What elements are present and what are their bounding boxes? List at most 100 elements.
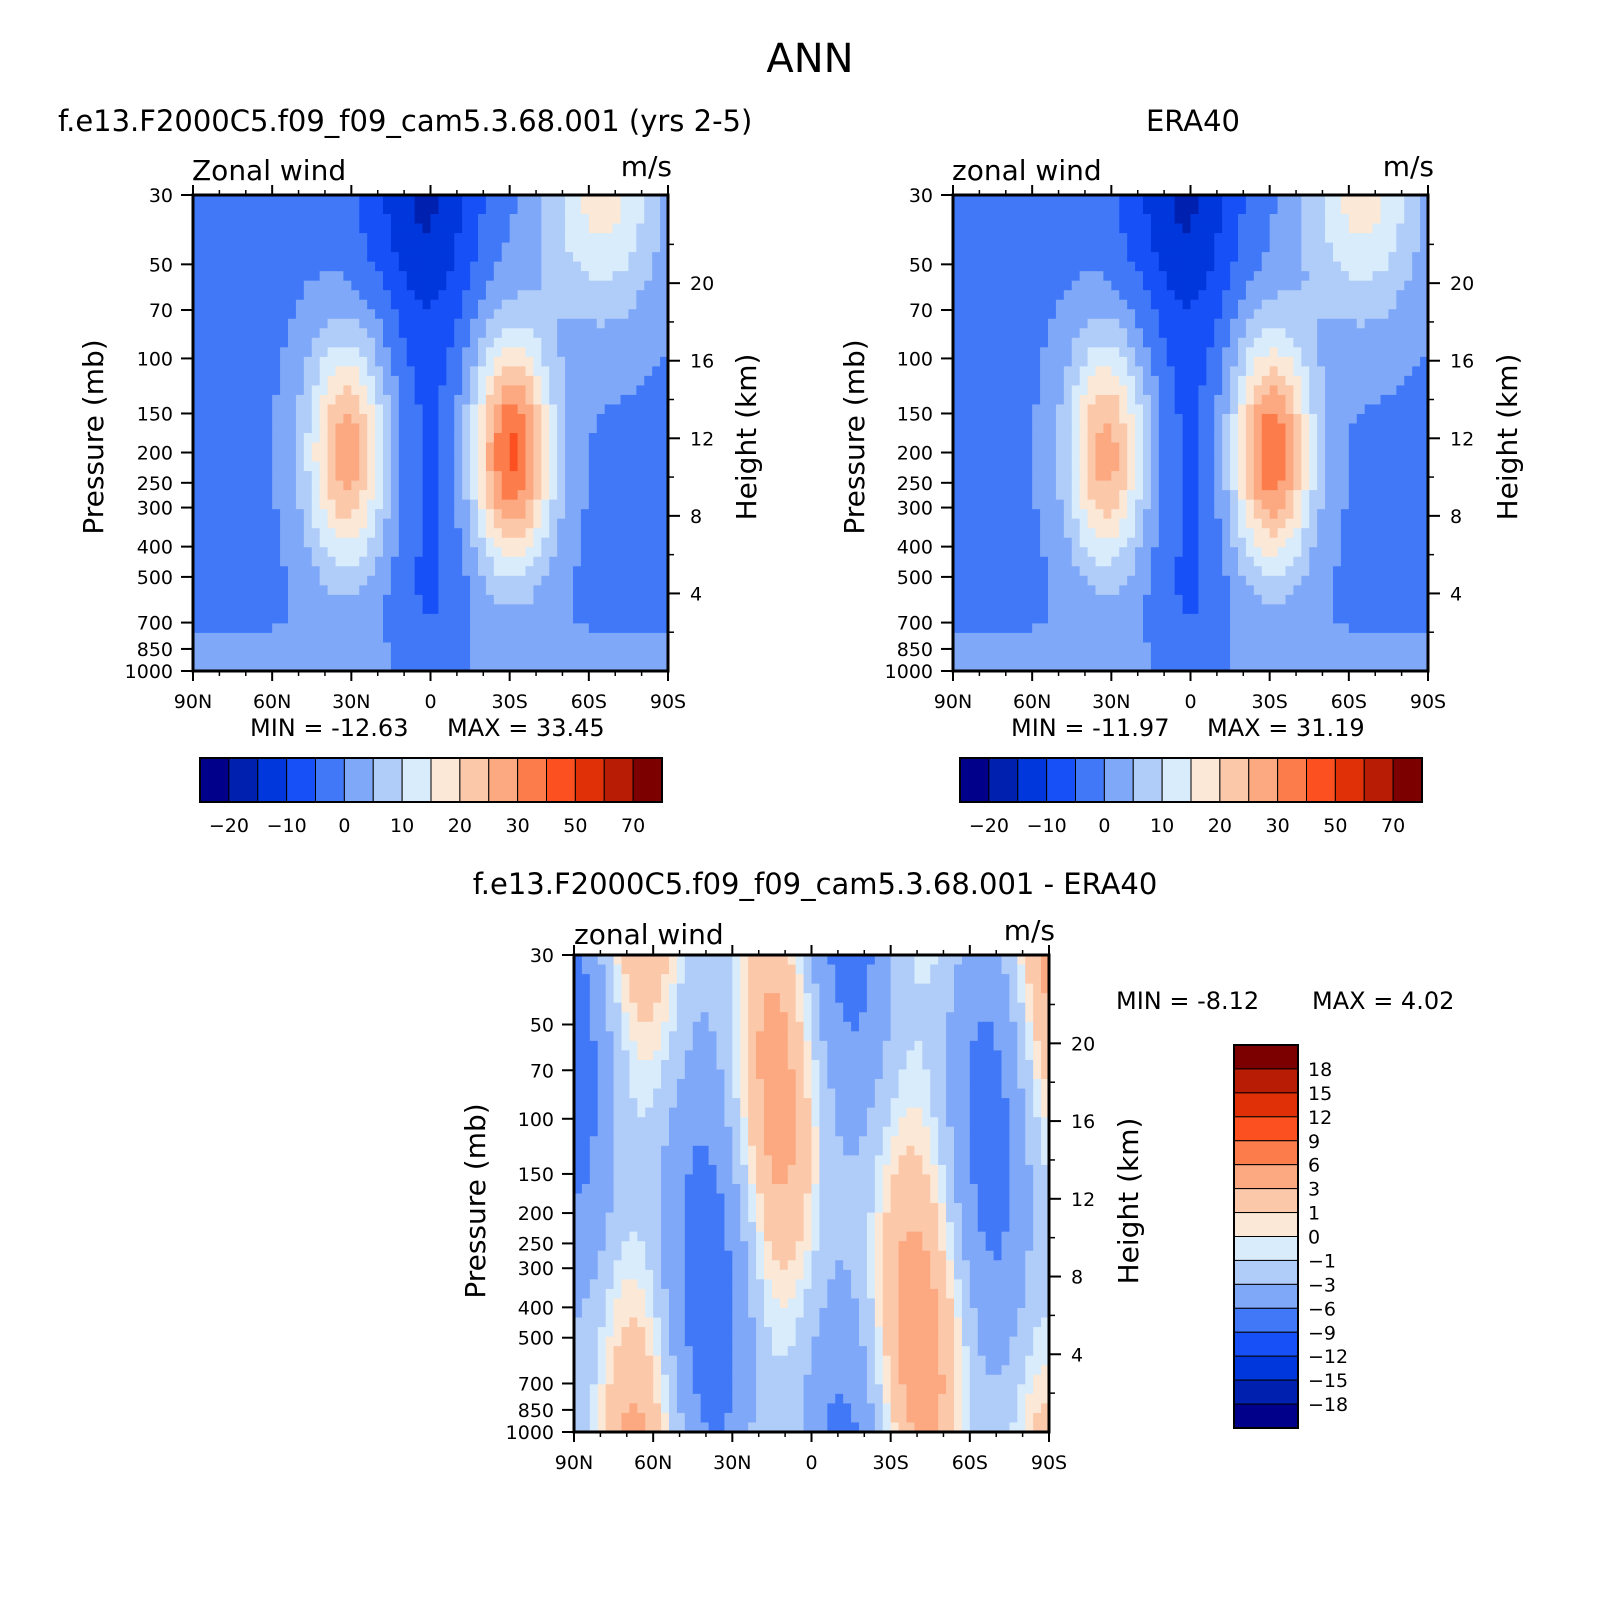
contour-cell <box>240 271 250 282</box>
colorbar-label: −20 <box>209 815 249 837</box>
contour-cell <box>200 413 210 425</box>
contour-cell <box>984 404 994 415</box>
contour-cell <box>335 433 345 444</box>
contour-cell <box>549 375 558 386</box>
contour-cell <box>1127 214 1136 225</box>
contour-cell <box>264 604 273 615</box>
contour-cell <box>612 252 622 263</box>
contour-cell <box>557 547 566 558</box>
contour-cell <box>1182 233 1192 244</box>
contour-cell <box>375 537 384 548</box>
contour-cell <box>1040 499 1049 510</box>
contour-cell <box>1198 556 1207 567</box>
contour-cell <box>327 290 337 301</box>
contour-cell <box>1143 575 1152 586</box>
contour-cell <box>1190 299 1200 310</box>
contour-cell <box>319 252 329 263</box>
contour-cell <box>438 632 447 644</box>
contour-cell <box>1103 385 1112 396</box>
contour-cell <box>1000 471 1010 482</box>
contour-cell <box>280 242 289 253</box>
contour-cell <box>612 318 622 329</box>
contour-cell <box>1040 528 1049 539</box>
contour-cell <box>541 585 550 596</box>
contour-cell <box>232 556 242 567</box>
contour-cell <box>470 471 479 482</box>
contour-cell <box>580 195 590 206</box>
contour-cell <box>248 413 257 425</box>
contour-cell <box>984 233 994 244</box>
contour-cell <box>517 499 527 510</box>
contour-cell <box>390 242 400 253</box>
contour-cell <box>295 299 305 310</box>
contour-cell <box>1214 214 1223 225</box>
contour-cell <box>398 375 408 386</box>
contour-cell <box>462 271 471 282</box>
contour-cell <box>1055 604 1065 615</box>
contour-cell <box>612 556 622 567</box>
contour-cell <box>462 385 471 396</box>
contour-cell <box>1166 661 1176 672</box>
contour-cell <box>422 509 432 520</box>
contour-cell <box>557 223 566 234</box>
contour-cell <box>612 661 622 672</box>
contour-cell <box>1024 575 1033 586</box>
contour-cell <box>383 337 392 348</box>
contour-cell <box>1143 632 1152 644</box>
contour-cell <box>620 490 630 501</box>
contour-cell <box>390 518 400 529</box>
contour-cell <box>596 242 606 253</box>
contour-cell <box>438 471 447 482</box>
contour-cell <box>541 261 550 272</box>
contour-cell <box>960 518 970 529</box>
contour-cell <box>200 575 210 586</box>
contour-cell <box>549 299 558 310</box>
contour-cell <box>256 366 265 377</box>
contour-cell <box>446 471 455 482</box>
contour-cell <box>1119 356 1128 367</box>
contour-cell <box>1063 328 1073 339</box>
contour-cell <box>406 328 416 339</box>
contour-cell <box>200 471 210 482</box>
contour-cell <box>580 328 590 339</box>
contour-cell <box>1063 566 1073 577</box>
contour-cell <box>1119 537 1128 548</box>
contour-cell <box>968 528 978 539</box>
contour-cell <box>509 204 519 215</box>
contour-cell <box>1048 223 1057 234</box>
contour-cell <box>288 385 297 396</box>
contour-cell <box>628 261 637 272</box>
contour-cell <box>1143 328 1152 339</box>
contour-cell <box>216 299 226 310</box>
contour-cell <box>1040 642 1049 653</box>
contour-cell <box>1190 328 1200 339</box>
contour-cell <box>422 471 432 482</box>
contour-cell <box>1198 233 1207 244</box>
contour-cell <box>414 480 424 491</box>
contour-cell <box>446 556 455 567</box>
contour-cell <box>533 413 542 425</box>
contour-cell <box>1230 299 1239 310</box>
contour-cell <box>1103 642 1112 653</box>
contour-cell <box>454 309 463 320</box>
contour-cell <box>517 547 527 558</box>
contour-cell <box>1000 480 1010 491</box>
contour-cell <box>470 252 479 263</box>
contour-cell <box>1190 632 1200 644</box>
contour-cell <box>1135 423 1144 434</box>
contour-cell <box>351 261 360 272</box>
contour-cell <box>232 442 242 453</box>
contour-cell <box>383 223 392 234</box>
contour-cell <box>1008 356 1017 367</box>
contour-cell <box>612 575 622 586</box>
contour-cell <box>1143 566 1152 577</box>
contour-cell <box>1016 442 1025 453</box>
contour-cell <box>604 585 614 596</box>
contour-cell <box>1166 242 1176 253</box>
contour-cell <box>406 461 416 472</box>
panel-era40: ERA40 zonal wind m/s 90N 60N 30N 0 30S 60S 90S… <box>838 104 1524 837</box>
contour-cell <box>1166 575 1176 586</box>
contour-cell <box>1230 661 1239 672</box>
contour-cell <box>1032 299 1041 310</box>
contour-cell <box>1071 604 1081 615</box>
